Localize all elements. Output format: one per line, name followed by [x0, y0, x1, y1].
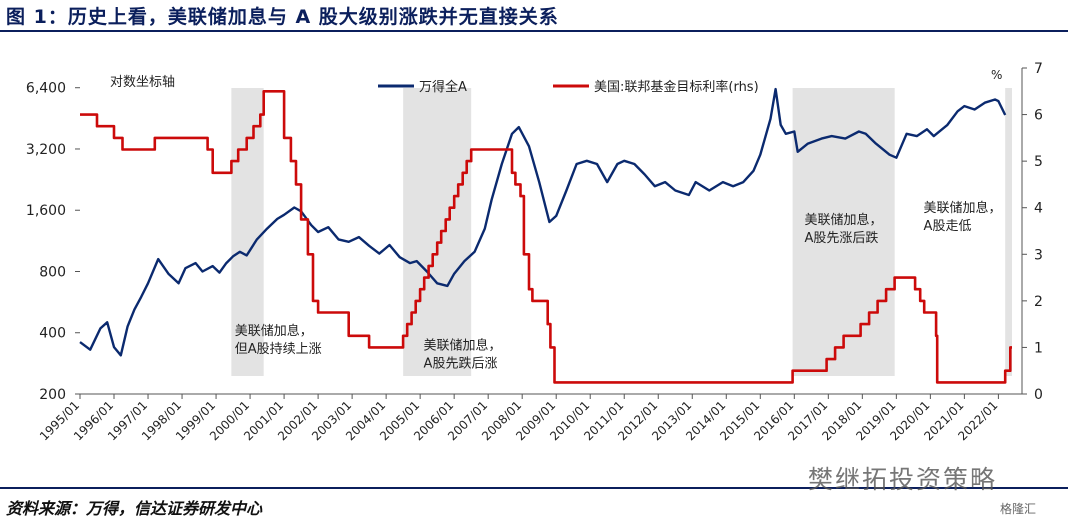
annotation-line: 但A股持续上涨	[235, 342, 322, 357]
annotation-line: A股先跌后涨	[424, 356, 498, 372]
y-right-tick-label: 6	[1034, 108, 1043, 124]
series-line-wind-a	[79, 87, 1007, 357]
y-left-tick-label: 200	[39, 387, 66, 403]
series-lines	[79, 87, 1012, 384]
shaded-periods	[231, 88, 1012, 376]
title-divider	[0, 30, 1068, 32]
annotation: 美联储加息， 但A股持续上涨	[235, 323, 322, 357]
y-right-tick-label: 2	[1034, 294, 1043, 310]
shaded-period	[792, 88, 895, 376]
watermark: 樊继拓投资策略	[808, 465, 998, 494]
legend: 万得全A 美国:联邦基金目标利率(rhs)	[378, 79, 759, 95]
annotation: 美联储加息， A股先跌后涨	[424, 338, 502, 372]
source-note: 资料来源：万得，信达证券研发中心	[6, 499, 263, 518]
annotation-line: 美联储加息，	[924, 200, 1002, 216]
y-right-unit: %	[991, 68, 1002, 82]
y-left-tick-label: 6,400	[26, 81, 66, 97]
source-divider	[0, 487, 1068, 489]
y-right-tick-label: 0	[1034, 387, 1043, 403]
y-left-tick-label: 800	[39, 264, 66, 280]
shaded-period	[1005, 88, 1012, 376]
figure-title: 图 1：历史上看，美联储加息与 A 股大级别涨跌并无直接关系	[6, 6, 559, 28]
y-right-tick-label: 4	[1034, 201, 1043, 217]
y-right-tick-label: 3	[1034, 247, 1043, 263]
annotation-line: 美联储加息，	[805, 212, 883, 228]
y-left-axis-label: 对数坐标轴	[110, 75, 175, 90]
annotation-line: A股先涨后跌	[805, 230, 879, 246]
shaded-period	[231, 88, 264, 376]
legend-label: 万得全A	[419, 79, 467, 95]
shaded-period	[403, 88, 472, 376]
annotation: 美联储加息， A股先涨后跌	[805, 212, 883, 246]
y-right-tick-label: 5	[1034, 154, 1043, 170]
annotation-line: A股走低	[924, 219, 972, 234]
series-line-fed-rate	[80, 90, 1012, 384]
y-left-tick-label: 3,200	[26, 142, 66, 158]
y-left-tick-label: 400	[39, 326, 66, 342]
annotation: 美联储加息， A股走低	[924, 200, 1002, 234]
y-right-tick-label: 1	[1034, 340, 1043, 356]
watermark-badge: 格隆汇	[1000, 502, 1037, 516]
annotation-line: 美联储加息，	[424, 338, 502, 354]
chart: 6,4003,2001,60080040020076543210%对数坐标轴19…	[26, 61, 1043, 443]
annotation-line: 美联储加息，	[235, 323, 313, 339]
y-left-tick-label: 1,600	[26, 203, 66, 219]
y-right-tick-label: 7	[1034, 61, 1043, 77]
legend-label: 美国:联邦基金目标利率(rhs)	[594, 79, 759, 95]
